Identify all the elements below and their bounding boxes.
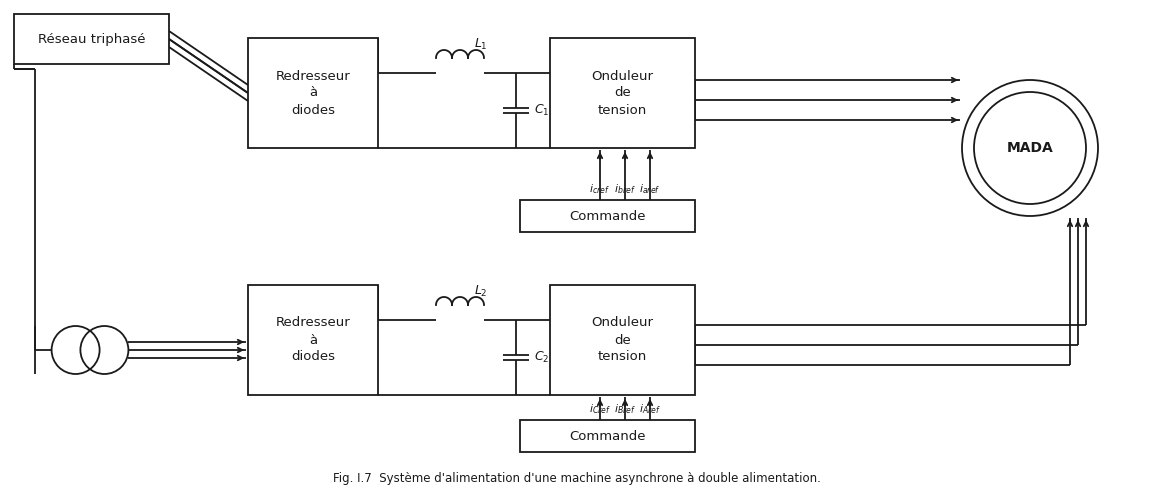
- Text: Onduleur
de
tension: Onduleur de tension: [592, 317, 653, 363]
- Text: Commande: Commande: [569, 210, 646, 223]
- Text: $i_{aref}$: $i_{aref}$: [639, 182, 661, 196]
- Text: $i_{Cref}$: $i_{Cref}$: [589, 402, 612, 416]
- Text: Redresseur
à
diodes: Redresseur à diodes: [276, 70, 351, 116]
- Bar: [248, 38, 379, 148]
- Bar: [550, 285, 695, 395]
- Text: MADA: MADA: [1006, 141, 1054, 155]
- Text: $i_{Bref}$: $i_{Bref}$: [614, 402, 636, 416]
- Bar: [520, 420, 695, 452]
- Text: Redresseur
à
diodes: Redresseur à diodes: [276, 317, 351, 363]
- Text: Onduleur
de
tension: Onduleur de tension: [592, 70, 653, 116]
- Text: Commande: Commande: [569, 429, 646, 442]
- Text: $C_1$: $C_1$: [534, 103, 549, 118]
- Bar: [520, 200, 695, 232]
- Text: $i_{bref}$: $i_{bref}$: [614, 182, 636, 196]
- Text: $C_2$: $C_2$: [534, 350, 549, 365]
- Bar: [14, 14, 168, 64]
- Text: $i_{cref}$: $i_{cref}$: [590, 182, 610, 196]
- Text: Fig. I.7  Système d'alimentation d'une machine asynchrone à double alimentation.: Fig. I.7 Système d'alimentation d'une ma…: [334, 472, 820, 485]
- Bar: [248, 285, 379, 395]
- Text: $L_2$: $L_2$: [474, 283, 488, 299]
- Text: $i_{Aref}$: $i_{Aref}$: [639, 402, 661, 416]
- Text: $L_1$: $L_1$: [474, 36, 488, 52]
- Bar: [550, 38, 695, 148]
- Text: Réseau triphasé: Réseau triphasé: [38, 32, 145, 46]
